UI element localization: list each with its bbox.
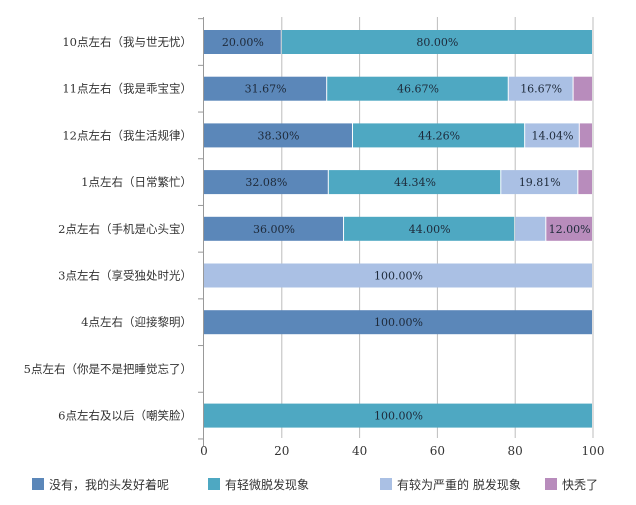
category-label: 12点左右（我生活规律）	[62, 128, 192, 142]
data-label: 80.00%	[416, 36, 458, 49]
bar-segment	[515, 216, 546, 241]
legend-label: 有较为严重的 脱发现象	[397, 477, 521, 492]
bar-segment	[546, 216, 592, 241]
x-tick-label: 80	[508, 444, 523, 458]
category-label: 2点左右（手机是心头宝）	[58, 222, 192, 236]
legend-swatch	[545, 478, 557, 490]
x-tick-label: 0	[200, 444, 208, 458]
bar-segment	[327, 76, 508, 101]
category-label: 1点左右（日常繁忙）	[81, 175, 192, 189]
data-label: 20.00%	[222, 36, 264, 49]
bar-segment	[204, 216, 344, 241]
data-label: 44.26%	[418, 129, 460, 142]
data-label: 31.67%	[245, 83, 287, 96]
category-label: 5点左右（你是不是把睡觉忘了）	[24, 362, 192, 376]
data-label: 19.81%	[519, 176, 561, 189]
bar-segment	[204, 403, 592, 428]
x-tick-label: 40	[352, 444, 367, 458]
bar-segment	[204, 76, 327, 101]
bar-segment	[352, 123, 525, 148]
x-tick-label: 60	[430, 444, 445, 458]
bar-segment	[344, 216, 515, 241]
data-label: 32.08%	[245, 176, 287, 189]
bar-segment	[204, 123, 352, 148]
bar-segment	[281, 30, 592, 54]
legend-swatch	[380, 478, 392, 490]
x-tick-label: 20	[274, 444, 289, 458]
data-label: 46.67%	[397, 83, 439, 96]
legend-swatch	[32, 478, 44, 490]
data-label: 16.67%	[520, 83, 562, 96]
data-label: 12.00%	[549, 223, 591, 236]
bar-segment	[204, 170, 328, 195]
category-label: 3点左右（享受独处时光）	[58, 269, 192, 283]
data-label: 36.00%	[253, 223, 295, 236]
category-label: 10点左右（我与世无忧）	[62, 35, 192, 49]
bar-segment	[204, 310, 592, 335]
x-tick-label: 100	[582, 444, 605, 458]
data-label: 100.00%	[374, 270, 423, 283]
bar-segment	[501, 170, 578, 195]
bar-segment	[525, 123, 579, 148]
data-label: 14.04%	[531, 129, 573, 142]
category-label: 6点左右及以后（嘲笑脸）	[58, 409, 192, 423]
legend-label: 有轻微脱发现象	[225, 477, 309, 492]
data-label: 44.00%	[409, 223, 451, 236]
category-label: 11点左右（我是乖宝宝）	[62, 82, 192, 96]
legend-swatch	[208, 478, 220, 490]
data-label: 100.00%	[374, 316, 423, 329]
bar-segment	[578, 170, 592, 195]
legend-label: 快秃了	[562, 478, 598, 492]
bar-segment	[508, 76, 573, 101]
data-label: 100.00%	[374, 410, 423, 423]
legend-label: 没有，我的头发好着呢	[49, 477, 169, 492]
data-label: 44.34%	[394, 176, 436, 189]
bar-segment	[204, 30, 281, 54]
bar-segment	[579, 123, 592, 148]
data-label: 38.30%	[258, 129, 300, 142]
bar-segment	[328, 170, 501, 195]
bar-segment	[573, 76, 593, 101]
category-label: 4点左右（迎接黎明）	[81, 315, 192, 329]
bar-segment	[204, 263, 592, 288]
